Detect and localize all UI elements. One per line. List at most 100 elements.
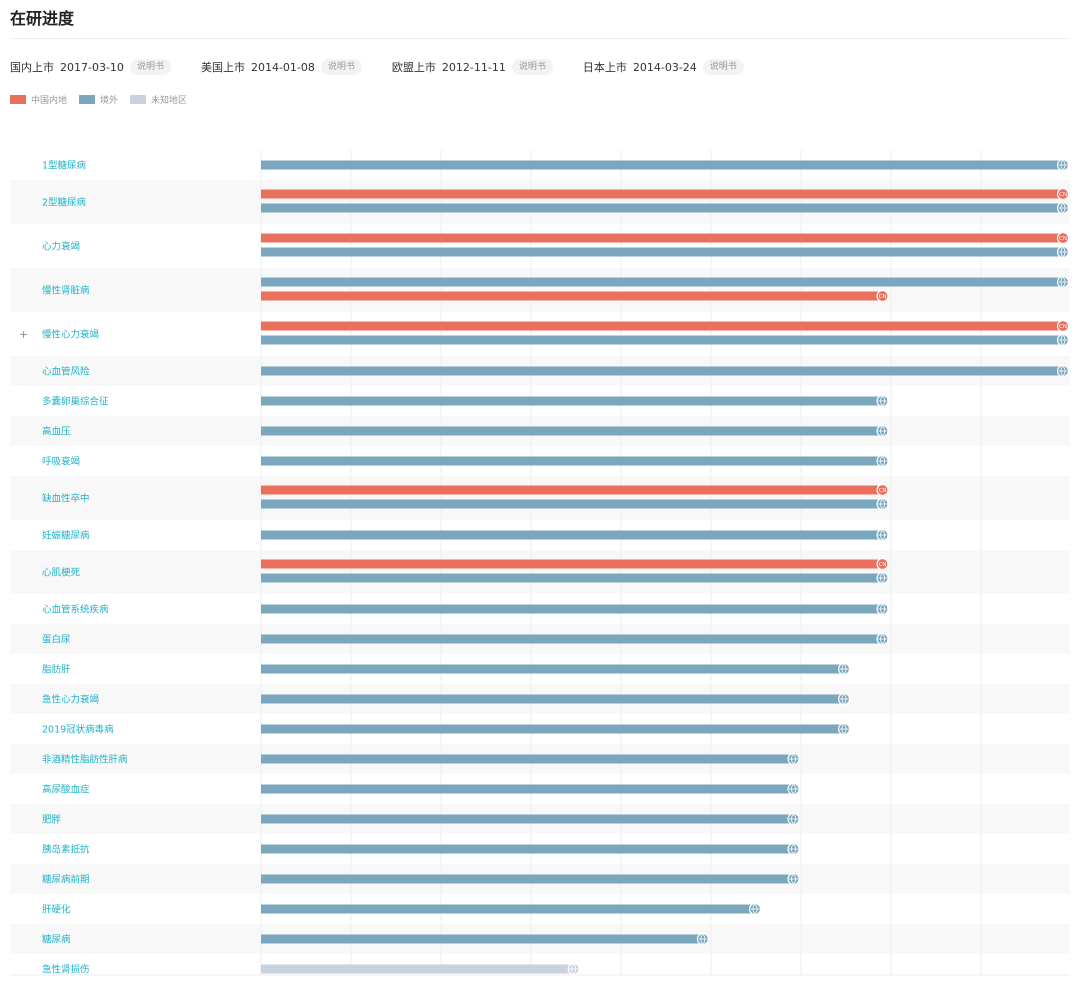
bar-overseas[interactable]: [261, 784, 794, 794]
approval-date: 2014-01-08: [250, 60, 315, 74]
category-label[interactable]: 缺血性卒中: [42, 493, 90, 505]
category-label[interactable]: 慢性肾脏病: [42, 285, 90, 297]
bar-unknown[interactable]: [261, 964, 574, 974]
globe-icon: [876, 632, 889, 646]
bar-overseas[interactable]: [261, 530, 883, 540]
marker-text: CN: [879, 294, 887, 300]
category-label[interactable]: 心肌梗死: [42, 567, 81, 579]
bar-overseas[interactable]: [261, 814, 794, 824]
bar-china[interactable]: [261, 559, 883, 569]
globe-icon: [787, 782, 800, 796]
bar-overseas[interactable]: [261, 366, 1063, 376]
cn-marker-icon: CN: [1056, 187, 1070, 201]
marker-circle: [876, 557, 889, 571]
category-label[interactable]: 2019冠状病毒病: [42, 724, 114, 736]
bar-overseas[interactable]: [261, 604, 883, 614]
globe-icon: [748, 902, 762, 916]
legend-item-unknown[interactable]: 未知地区: [130, 93, 187, 106]
bar-overseas[interactable]: [261, 634, 883, 644]
category-label[interactable]: 肝硬化: [42, 904, 71, 916]
expand-icon[interactable]: +: [19, 328, 28, 341]
globe-icon: [876, 394, 889, 408]
category-label[interactable]: 心血管风险: [42, 366, 90, 378]
category-label[interactable]: 妊娠糖尿病: [42, 530, 90, 542]
bar-overseas[interactable]: [261, 664, 845, 674]
bar-china[interactable]: [261, 189, 1063, 199]
bar-overseas[interactable]: [261, 203, 1063, 213]
category-label[interactable]: 高尿酸血症: [42, 784, 90, 796]
category-label[interactable]: 肥胖: [42, 815, 62, 826]
category-label[interactable]: 心血管系统疾病: [42, 604, 109, 616]
bar-overseas[interactable]: [261, 694, 845, 704]
bar-overseas[interactable]: [261, 573, 883, 583]
label-link-button[interactable]: 说明书: [129, 59, 171, 75]
bar-china[interactable]: [261, 485, 883, 495]
category-label[interactable]: 2型糖尿病: [42, 197, 87, 209]
globe-icon: [1056, 158, 1070, 172]
category-label[interactable]: 慢性心力衰竭: [42, 329, 99, 341]
bar-overseas[interactable]: [261, 160, 1063, 170]
category-label[interactable]: 呼吸衰竭: [42, 456, 80, 468]
bar-overseas[interactable]: [261, 247, 1063, 257]
table-row: [10, 268, 1070, 312]
bar-overseas[interactable]: [261, 499, 883, 509]
label-link-button[interactable]: 说明书: [320, 59, 362, 75]
bar-overseas[interactable]: [261, 456, 883, 466]
bar-overseas[interactable]: [261, 335, 1063, 345]
globe-icon: [1056, 201, 1070, 215]
category-label[interactable]: 非酒精性脂肪性肝病: [42, 754, 128, 766]
legend-item-china[interactable]: 中国内地: [10, 93, 67, 106]
category-label[interactable]: 糖尿病: [42, 934, 71, 946]
legend-label: 未知地区: [151, 95, 188, 106]
category-label[interactable]: 1型糖尿病: [42, 160, 87, 172]
bar-china[interactable]: [261, 291, 883, 301]
legend-swatch: [10, 94, 26, 104]
bar-china[interactable]: [261, 321, 1063, 331]
approval-label: 欧盟上市: [391, 61, 436, 74]
table-row: [10, 550, 1070, 594]
label-link-button[interactable]: 说明书: [702, 59, 744, 75]
category-label[interactable]: 胰岛素抵抗: [42, 844, 90, 856]
globe-icon: [696, 932, 710, 946]
marker-text: CN: [1059, 236, 1067, 242]
globe-icon: [787, 872, 800, 886]
category-label[interactable]: 急性肾损伤: [42, 964, 90, 976]
chart-legend: 中国内地 境外 未知地区: [10, 92, 199, 106]
bar-overseas[interactable]: [261, 277, 1063, 287]
bar-overseas[interactable]: [261, 426, 883, 436]
category-label[interactable]: 脂肪肝: [42, 664, 71, 676]
approval-us: 美国上市 2014-01-08 说明书: [201, 59, 362, 75]
globe-icon: [876, 454, 889, 468]
category-label[interactable]: 蛋白尿: [42, 634, 71, 646]
cn-marker-icon: CN: [876, 483, 889, 497]
bar-overseas[interactable]: [261, 844, 794, 854]
globe-icon: [1056, 364, 1070, 378]
bar-overseas[interactable]: [261, 396, 883, 406]
bar-overseas[interactable]: [261, 724, 845, 734]
category-label[interactable]: 多囊卵巢综合征: [42, 396, 109, 408]
marker-circle: [1056, 231, 1070, 245]
globe-icon: [1056, 333, 1070, 347]
bar-china[interactable]: [261, 233, 1063, 243]
globe-icon: [876, 571, 889, 585]
legend-label: 中国内地: [31, 95, 68, 106]
bars: CN CN CN CN CN CN: [261, 158, 1070, 976]
label-link-button[interactable]: 说明书: [511, 59, 553, 75]
category-label[interactable]: 糖尿病前期: [42, 874, 90, 886]
bar-overseas[interactable]: [261, 874, 794, 884]
bar-overseas[interactable]: [261, 934, 703, 944]
bar-overseas[interactable]: [261, 754, 794, 764]
legend-swatch: [130, 94, 147, 104]
globe-icon: [837, 662, 851, 676]
approval-eu: 欧盟上市 2012-11-11 说明书: [392, 59, 553, 75]
legend-item-overseas[interactable]: 境外: [79, 93, 118, 106]
globe-icon: [876, 528, 889, 542]
bar-overseas[interactable]: [261, 904, 756, 914]
marker-text: CN: [1059, 324, 1067, 330]
approval-japan: 日本上市 2014-03-24 说明书: [583, 59, 744, 75]
category-label[interactable]: 急性心力衰竭: [42, 694, 99, 706]
category-label[interactable]: 心力衰竭: [42, 241, 80, 253]
category-label[interactable]: 高血压: [42, 426, 71, 438]
marker-circle: [1056, 187, 1070, 201]
